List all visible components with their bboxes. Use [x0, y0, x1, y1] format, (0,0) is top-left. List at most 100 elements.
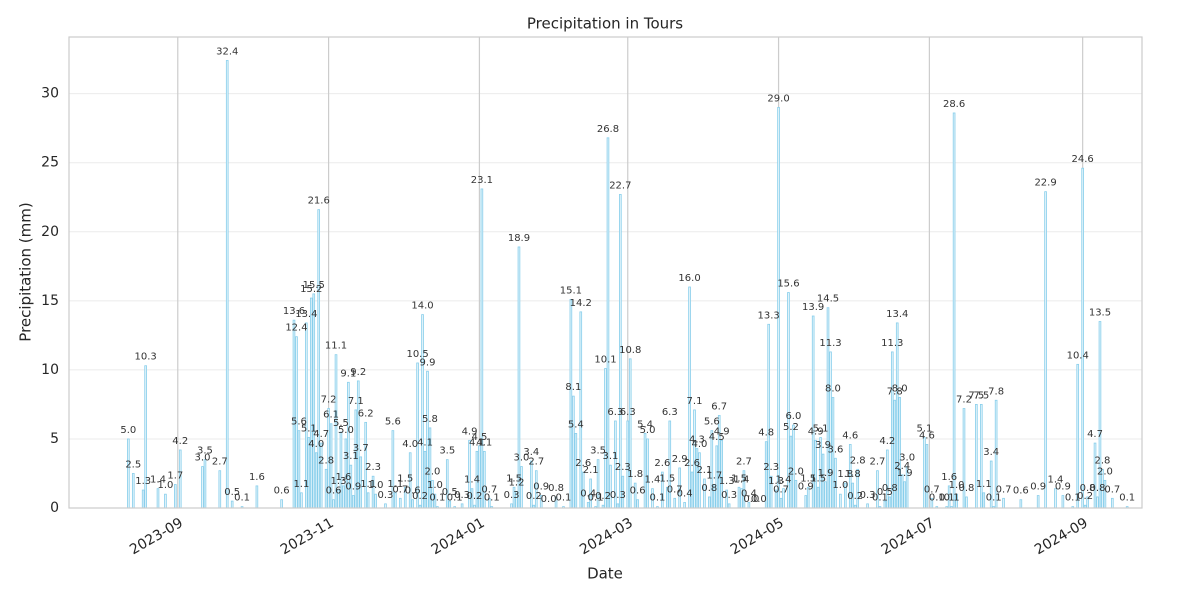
- bar: [636, 499, 639, 509]
- value-label: 0.9: [798, 482, 814, 493]
- value-label: 1.5: [731, 473, 747, 484]
- bar: [1081, 167, 1084, 509]
- value-label: 1.3: [768, 476, 784, 487]
- value-label: 4.1: [469, 437, 485, 448]
- value-label: 1.3: [719, 476, 735, 487]
- value-label: 2.0: [1097, 466, 1113, 477]
- bar: [903, 481, 906, 509]
- value-label: 15.5: [303, 280, 325, 291]
- value-label: 0.6: [326, 486, 342, 497]
- value-label: 5.1: [813, 424, 829, 435]
- value-label: 2.8: [1094, 455, 1110, 466]
- value-label: 5.1: [916, 424, 932, 435]
- value-label: 21.6: [308, 196, 330, 207]
- value-label: 13.9: [802, 302, 824, 313]
- value-label: 0.7: [996, 484, 1012, 495]
- value-label: 7.5: [968, 390, 984, 401]
- value-label: 5.8: [422, 414, 438, 425]
- value-label: 4.9: [808, 426, 824, 437]
- value-label: 23.1: [471, 175, 493, 186]
- value-label: 1.3: [331, 476, 347, 487]
- bar: [297, 430, 301, 509]
- value-label: 4.7: [313, 429, 329, 440]
- value-label: 0.7: [924, 484, 940, 495]
- bar: [164, 493, 167, 509]
- value-label: 0.7: [667, 484, 683, 495]
- value-label: 2.7: [870, 457, 886, 468]
- value-label: 10.8: [619, 345, 641, 356]
- value-label: 0.5: [877, 487, 893, 498]
- value-label: 15.6: [777, 279, 799, 290]
- value-label: 3.6: [827, 444, 843, 455]
- y-tick-label: 25: [41, 155, 59, 171]
- value-label: 1.4: [734, 475, 750, 486]
- value-label: 0.2: [412, 491, 428, 502]
- value-label: 9.1: [340, 368, 356, 379]
- value-label: 1.5: [506, 473, 522, 484]
- value-label: 2.9: [672, 454, 688, 465]
- bar: [965, 496, 968, 509]
- value-label: 4.9: [714, 426, 730, 437]
- value-label: 1.8: [627, 469, 643, 480]
- bar: [794, 479, 798, 509]
- value-label: 0.1: [556, 493, 572, 504]
- value-label: 28.6: [943, 99, 965, 110]
- value-label: 2.3: [763, 462, 779, 473]
- bar: [829, 351, 832, 509]
- value-label: 5.6: [291, 417, 307, 428]
- bar: [421, 314, 424, 509]
- value-label: 6.3: [607, 407, 623, 418]
- value-label: 1.0: [368, 480, 384, 491]
- bar: [156, 488, 160, 509]
- bar: [982, 492, 986, 509]
- value-label: 2.7: [528, 457, 544, 468]
- value-label: 2.4: [894, 461, 910, 472]
- bar: [319, 442, 323, 509]
- value-label: 2.7: [212, 457, 228, 468]
- y-tick-label: 15: [41, 293, 59, 309]
- bar: [804, 495, 808, 509]
- value-label: 4.6: [919, 430, 935, 441]
- bar: [1111, 497, 1114, 509]
- value-label: 6.3: [662, 407, 678, 418]
- value-label: 7.5: [973, 390, 989, 401]
- value-label: 5.0: [640, 425, 656, 436]
- value-label: 1.8: [837, 469, 853, 480]
- bar: [218, 470, 222, 509]
- value-label: 1.8: [845, 469, 861, 480]
- value-label: 5.4: [637, 419, 653, 430]
- bar: [604, 368, 607, 509]
- value-label: 7.1: [687, 396, 703, 407]
- value-label: 0.8: [701, 483, 717, 494]
- value-label: 2.3: [365, 462, 381, 473]
- bar: [727, 503, 731, 509]
- value-label: 2.6: [654, 458, 670, 469]
- value-label: 4.8: [758, 428, 774, 439]
- value-label: 14.0: [411, 301, 433, 312]
- value-label: 0.6: [630, 486, 646, 497]
- value-label: 6.0: [785, 411, 801, 422]
- value-label: 0.1: [649, 493, 665, 504]
- value-label: 1.0: [157, 480, 173, 491]
- bar: [816, 486, 820, 509]
- value-label: 2.0: [424, 466, 440, 477]
- value-label: 0.8: [959, 483, 975, 494]
- value-label: 0.3: [860, 490, 876, 501]
- value-label: 4.6: [842, 430, 858, 441]
- value-label: 0.3: [721, 490, 737, 501]
- value-label: 0.2: [847, 491, 863, 502]
- bar: [131, 473, 135, 509]
- bar: [979, 404, 983, 509]
- bar: [1098, 321, 1102, 509]
- bar: [384, 503, 387, 509]
- bar: [866, 503, 869, 509]
- value-label: 2.6: [575, 458, 591, 469]
- value-label: 0.2: [526, 491, 542, 502]
- bar: [579, 311, 583, 509]
- value-label: 6.7: [711, 401, 727, 412]
- value-label: 1.4: [464, 475, 480, 486]
- value-label: 0.3: [504, 490, 520, 501]
- y-tick-label: 20: [41, 224, 59, 240]
- value-label: 5.0: [338, 425, 354, 436]
- value-label: 0.4: [580, 488, 596, 499]
